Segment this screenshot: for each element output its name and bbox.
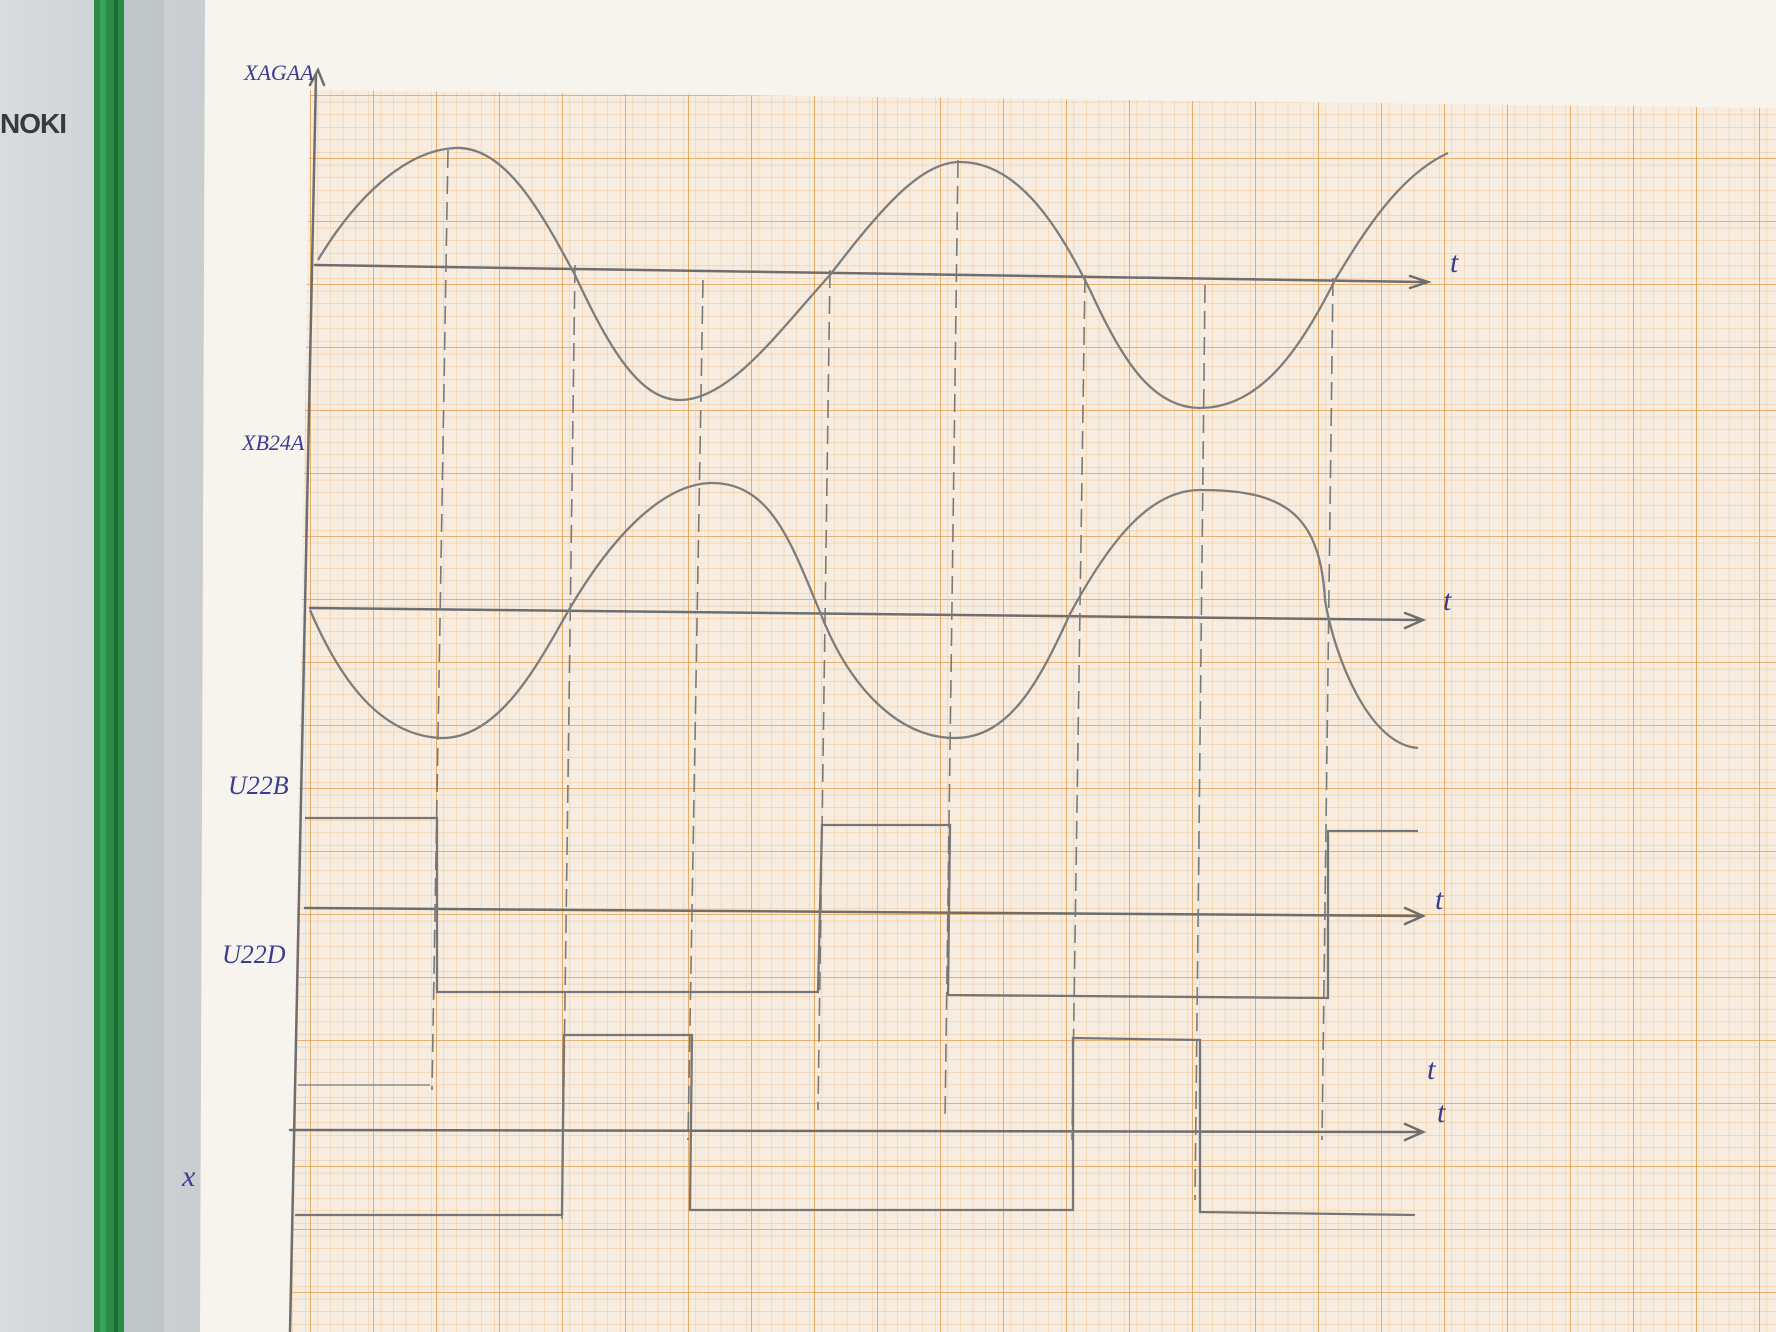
axis-xb bbox=[308, 606, 1427, 630]
time-label-xb: t bbox=[1443, 584, 1452, 617]
vertical-axis bbox=[288, 67, 326, 1332]
axis-xa bbox=[313, 263, 1432, 290]
waveform-u22b bbox=[305, 816, 1418, 1000]
time-label-xa: t bbox=[1450, 246, 1459, 279]
axis-u22b bbox=[303, 906, 1427, 926]
reference-lines bbox=[431, 149, 1334, 1221]
signal-label-xb: XB24A bbox=[242, 430, 305, 455]
x-label: x bbox=[182, 1160, 196, 1193]
time-label-u22d: t bbox=[1437, 1096, 1446, 1129]
signal-label-xa: XAGAA bbox=[244, 60, 314, 85]
waveform-xb bbox=[308, 481, 1419, 750]
signal-label-u22d: U22D bbox=[222, 940, 286, 969]
extra-time-label: t bbox=[1427, 1053, 1436, 1086]
binder-brand-text: NOKI bbox=[0, 108, 67, 139]
waveform-u22d bbox=[295, 1033, 1416, 1217]
waveform-xa bbox=[317, 146, 1449, 410]
time-axes bbox=[288, 67, 1432, 1332]
binder-spine bbox=[94, 0, 124, 1332]
time-label-u22b: t bbox=[1435, 883, 1444, 916]
axis-u22d bbox=[288, 1122, 1427, 1142]
signal-label-u22b: U22B bbox=[228, 771, 289, 800]
